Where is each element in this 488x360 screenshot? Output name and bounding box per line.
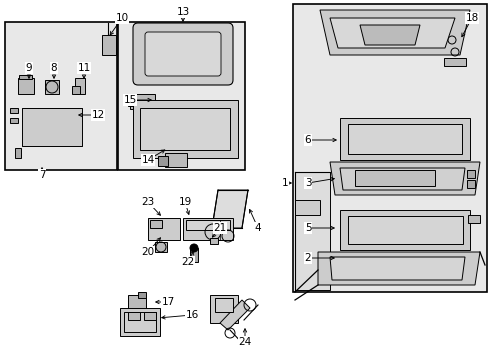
Bar bbox=[215, 298, 232, 312]
Bar bbox=[143, 312, 156, 320]
Bar bbox=[5, 22, 117, 170]
Text: 22: 22 bbox=[181, 257, 194, 267]
Circle shape bbox=[190, 244, 198, 252]
Bar bbox=[128, 295, 146, 309]
Text: 15: 15 bbox=[123, 95, 136, 105]
Bar bbox=[347, 216, 462, 244]
Bar bbox=[45, 80, 59, 94]
Text: 20: 20 bbox=[141, 247, 154, 257]
Bar bbox=[190, 248, 198, 262]
Polygon shape bbox=[317, 252, 479, 285]
Bar bbox=[72, 86, 80, 94]
Polygon shape bbox=[319, 10, 469, 55]
Bar bbox=[75, 78, 85, 94]
Bar bbox=[339, 210, 469, 250]
Bar bbox=[347, 124, 461, 154]
Polygon shape bbox=[329, 162, 479, 195]
Bar bbox=[128, 312, 140, 320]
Text: 14: 14 bbox=[141, 155, 154, 165]
Bar bbox=[467, 215, 479, 223]
Text: 19: 19 bbox=[178, 197, 191, 207]
Polygon shape bbox=[220, 300, 249, 330]
Text: 12: 12 bbox=[91, 110, 104, 120]
Bar bbox=[148, 218, 180, 240]
Bar bbox=[150, 220, 162, 228]
Bar bbox=[138, 292, 146, 298]
Text: 3: 3 bbox=[304, 178, 311, 188]
Bar bbox=[443, 58, 465, 66]
Polygon shape bbox=[212, 190, 247, 228]
Bar bbox=[164, 153, 186, 167]
Polygon shape bbox=[329, 18, 454, 48]
Bar bbox=[354, 170, 434, 186]
Bar bbox=[10, 118, 18, 123]
Text: 11: 11 bbox=[77, 63, 90, 73]
Bar bbox=[19, 75, 32, 79]
Text: 4: 4 bbox=[254, 223, 261, 233]
Polygon shape bbox=[339, 168, 464, 190]
Bar bbox=[140, 108, 229, 150]
Bar bbox=[102, 35, 116, 55]
Bar bbox=[185, 220, 229, 230]
Bar bbox=[158, 156, 168, 166]
Text: 10: 10 bbox=[115, 13, 128, 23]
Bar bbox=[130, 94, 155, 109]
Polygon shape bbox=[359, 25, 419, 45]
Bar bbox=[18, 78, 34, 94]
Polygon shape bbox=[294, 200, 319, 215]
Text: 1: 1 bbox=[281, 178, 288, 188]
Bar bbox=[15, 148, 21, 158]
Text: 2: 2 bbox=[304, 253, 311, 263]
Text: 23: 23 bbox=[141, 197, 154, 207]
Bar bbox=[339, 118, 469, 160]
Bar bbox=[118, 22, 244, 170]
Bar bbox=[183, 218, 232, 240]
FancyBboxPatch shape bbox=[145, 32, 221, 76]
Bar bbox=[120, 308, 160, 336]
Bar bbox=[209, 238, 218, 244]
Text: 17: 17 bbox=[161, 297, 174, 307]
Polygon shape bbox=[329, 257, 464, 280]
Text: 13: 13 bbox=[176, 7, 189, 17]
Text: 24: 24 bbox=[238, 337, 251, 347]
Bar bbox=[10, 108, 18, 113]
Bar bbox=[466, 180, 474, 188]
Bar bbox=[209, 295, 238, 323]
Text: 5: 5 bbox=[304, 223, 311, 233]
Text: 16: 16 bbox=[185, 310, 198, 320]
Bar bbox=[22, 108, 82, 146]
Text: 8: 8 bbox=[51, 63, 57, 73]
Text: 18: 18 bbox=[465, 13, 478, 23]
Text: 7: 7 bbox=[39, 170, 45, 180]
Text: 21: 21 bbox=[213, 223, 226, 233]
Text: 6: 6 bbox=[304, 135, 311, 145]
FancyBboxPatch shape bbox=[133, 23, 232, 85]
Bar bbox=[128, 97, 136, 106]
Bar bbox=[292, 4, 486, 292]
Bar bbox=[124, 312, 156, 332]
Text: 9: 9 bbox=[26, 63, 32, 73]
Bar bbox=[155, 242, 167, 252]
Polygon shape bbox=[294, 172, 329, 290]
Bar bbox=[466, 170, 474, 178]
Bar bbox=[133, 100, 238, 158]
